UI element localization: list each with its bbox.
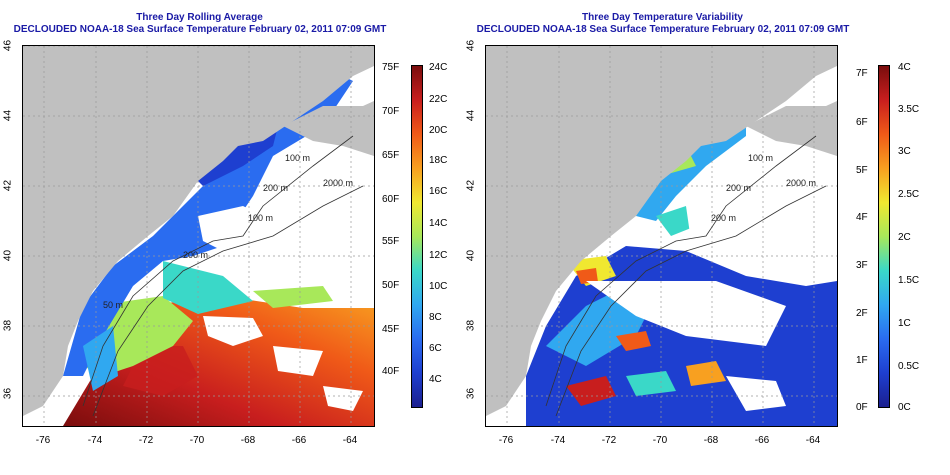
- colorbar-label-c: 20C: [429, 125, 448, 136]
- isobath-label: 100 m: [748, 153, 773, 163]
- x-tick: -70: [652, 435, 668, 446]
- coastline-land: [23, 46, 374, 416]
- y-tick: 40: [465, 249, 477, 262]
- colorbar-label-c: 3.5C: [898, 104, 920, 115]
- right-variability-map[interactable]: 100 m 200 m 2000 m 200 m: [485, 45, 838, 427]
- left-map-svg: 100 m 200 m 2000 m 100 m 200 m 50 m: [23, 46, 374, 426]
- colorbar-label-f: 45F: [382, 324, 400, 335]
- colorbar-label-c: 16C: [429, 186, 448, 197]
- colorbar-label-c: 0C: [898, 402, 911, 413]
- colorbar-label-c: 2C: [898, 232, 911, 243]
- y-tick: 42: [2, 179, 14, 192]
- left-title-line2: DECLOUDED NOAA-18 Sea Surface Temperatur…: [13, 24, 387, 35]
- colorbar-label-c: 6C: [429, 343, 442, 354]
- right-colorbar: [878, 65, 890, 408]
- x-tick: -72: [138, 435, 154, 446]
- colorbar-label-c: 4C: [898, 62, 911, 73]
- right-map-svg: 100 m 200 m 2000 m 200 m: [486, 46, 837, 426]
- colorbar-label-f: 5F: [856, 165, 868, 176]
- y-tick: 36: [465, 387, 477, 400]
- isobath-label: 200 m: [711, 213, 736, 223]
- x-tick: -64: [805, 435, 821, 446]
- y-tick: 44: [2, 109, 14, 122]
- coastline-land: [486, 46, 837, 416]
- isobath-label: 200 m: [183, 250, 208, 260]
- colorbar-label-f: 6F: [856, 117, 868, 128]
- isobath-label: 200 m: [726, 183, 751, 193]
- colorbar-label-c: 4C: [429, 374, 442, 385]
- isobath-lines: [545, 135, 827, 417]
- x-tick: -68: [703, 435, 719, 446]
- isobath-lines: [82, 135, 364, 417]
- colorbar-label-c: 24C: [429, 62, 448, 73]
- x-tick: -76: [35, 435, 51, 446]
- y-tick: 38: [2, 319, 14, 332]
- colorbar-label-f: 3F: [856, 260, 868, 271]
- colorbar-label-c: 22C: [429, 94, 448, 105]
- colorbar-label-f: 75F: [382, 62, 400, 73]
- colorbar-label-f: 60F: [382, 194, 400, 205]
- left-sst-map[interactable]: 100 m 200 m 2000 m 100 m 200 m 50 m: [22, 45, 375, 427]
- colorbar-label-c: 1C: [898, 318, 911, 329]
- colorbar-label-c: 12C: [429, 250, 448, 261]
- y-tick: 42: [465, 179, 477, 192]
- x-tick: -66: [291, 435, 307, 446]
- isobath-label: 200 m: [263, 183, 288, 193]
- x-tick: -68: [240, 435, 256, 446]
- colorbar-label-f: 1F: [856, 355, 868, 366]
- colorbar-label-c: 1.5C: [898, 275, 920, 286]
- colorbar-label-c: 14C: [429, 218, 448, 229]
- x-tick: -74: [550, 435, 566, 446]
- colorbar-label-c: 8C: [429, 312, 442, 323]
- map-gridlines: [23, 46, 374, 426]
- isobath-label: 100 m: [248, 213, 273, 223]
- colorbar-label-f: 50F: [382, 280, 400, 291]
- colorbar-label-f: 7F: [856, 68, 868, 79]
- colorbar-label-f: 65F: [382, 150, 400, 161]
- x-tick: -70: [189, 435, 205, 446]
- right-title-line1: Three Day Temperature Variability: [582, 12, 743, 23]
- y-tick: 46: [465, 39, 477, 52]
- y-tick: 44: [465, 109, 477, 122]
- colorbar-label-f: 70F: [382, 106, 400, 117]
- left-colorbar: [411, 65, 423, 408]
- x-tick: -74: [87, 435, 103, 446]
- isobath-label: 2000 m: [786, 178, 816, 188]
- y-tick: 38: [465, 319, 477, 332]
- x-tick: -72: [601, 435, 617, 446]
- right-title-line2: DECLOUDED NOAA-18 Sea Surface Temperatur…: [476, 24, 850, 35]
- isobath-label: 2000 m: [323, 178, 353, 188]
- colorbar-label-f: 0F: [856, 402, 868, 413]
- x-tick: -66: [754, 435, 770, 446]
- colorbar-label-f: 55F: [382, 236, 400, 247]
- colorbar-label-c: 2.5C: [898, 189, 920, 200]
- isobath-label: 100 m: [285, 153, 310, 163]
- colorbar-label-c: 3C: [898, 146, 911, 157]
- colorbar-label-c: 0.5C: [898, 361, 920, 372]
- colorbar-label-c: 18C: [429, 155, 448, 166]
- left-title-line1: Three Day Rolling Average: [136, 12, 263, 23]
- y-tick: 36: [2, 387, 14, 400]
- colorbar-label-f: 40F: [382, 366, 400, 377]
- map-gridlines: [486, 46, 837, 426]
- y-tick: 46: [2, 39, 14, 52]
- x-tick: -64: [342, 435, 358, 446]
- y-tick: 40: [2, 249, 14, 262]
- colorbar-label-f: 2F: [856, 308, 868, 319]
- x-tick: -76: [498, 435, 514, 446]
- colorbar-label-c: 10C: [429, 281, 448, 292]
- isobath-label: 50 m: [103, 300, 123, 310]
- colorbar-label-f: 4F: [856, 212, 868, 223]
